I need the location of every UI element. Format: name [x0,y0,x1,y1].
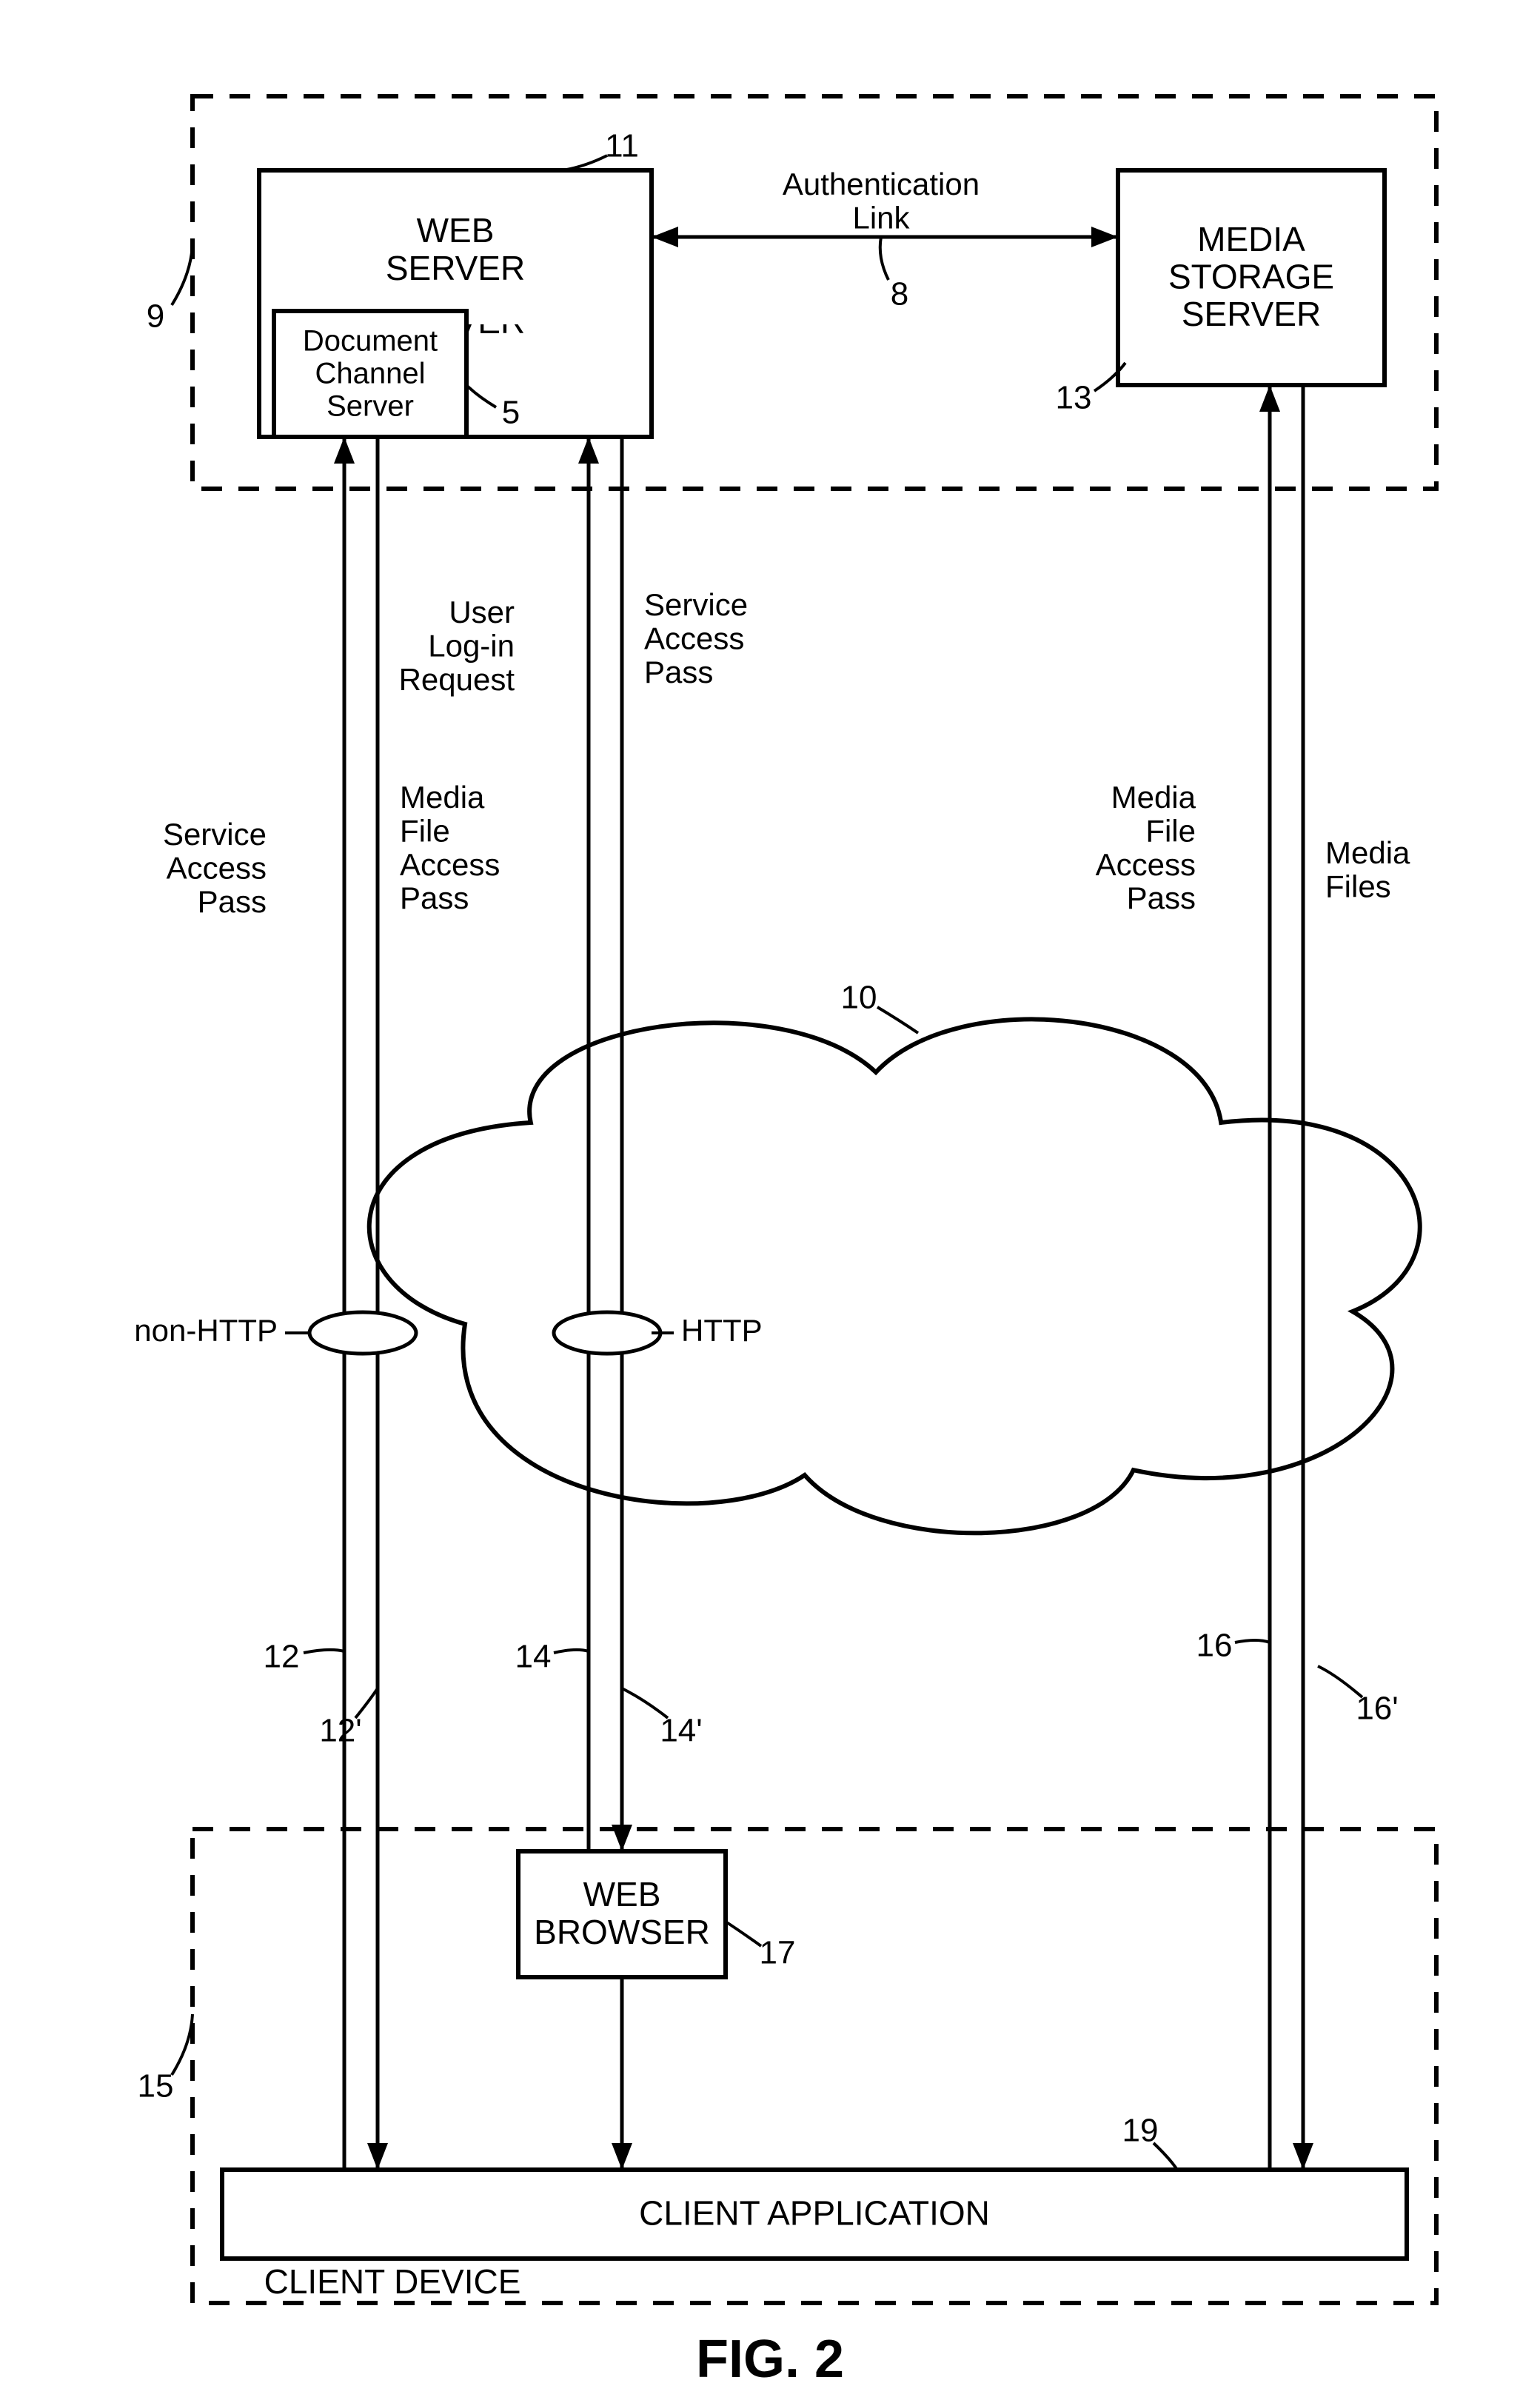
protocol-label: non-HTTP [134,1313,278,1348]
svg-text:Media: Media [1325,835,1410,870]
ref-label: 12 [264,1639,300,1675]
protocol-label: HTTP [681,1313,763,1348]
svg-text:STORAGE: STORAGE [1168,257,1334,295]
media-storage-server-box: MEDIASTORAGESERVER [1118,170,1385,385]
document-channel-server-box: DocumentChannelServer [274,311,466,437]
ref-label: 14' [660,1713,702,1749]
ref-label: 8 [891,276,908,312]
svg-text:Request: Request [399,662,515,697]
internet-cloud [369,1019,1420,1533]
ref-label: 9 [147,298,164,335]
svg-text:Files: Files [1325,869,1391,903]
ref-label: 5 [502,395,520,431]
ref-label: 17 [760,1935,796,1971]
a16p: MediaFiles [1293,385,1410,2170]
a12p: MediaFileAccessPass [367,437,500,2170]
svg-text:BROWSER: BROWSER [534,1913,710,1951]
svg-text:Access: Access [1096,847,1196,882]
non-http-ellipse [309,1312,416,1354]
svg-text:Channel: Channel [315,358,425,390]
svg-text:User: User [449,595,515,629]
svg-text:WEB: WEB [417,211,495,250]
ref-label: 13 [1056,380,1092,416]
a14p: ServiceAccessPass [612,437,748,1851]
svg-text:Pass: Pass [644,655,713,689]
ref-label: 19 [1122,2113,1159,2149]
svg-text:Access: Access [644,621,744,655]
ref-label: 11 [605,128,639,164]
svg-text:CLIENT APPLICATION: CLIENT APPLICATION [639,2193,990,2232]
svg-text:Service: Service [163,817,267,852]
svg-text:WEB: WEB [583,1875,661,1913]
svg-text:Access: Access [167,850,267,885]
svg-text:Access: Access [400,847,500,882]
svg-text:Link: Link [852,200,910,235]
auth-link: AuthenticationLink [652,167,1118,247]
svg-text:SERVER: SERVER [386,249,525,287]
svg-text:Pass: Pass [400,880,469,915]
svg-text:Pass: Pass [1127,880,1196,915]
svg-text:Log-in: Log-in [428,628,515,663]
ref-label: 15 [138,2068,174,2105]
svg-text:SERVER: SERVER [1182,295,1321,333]
svg-text:Document: Document [303,325,438,358]
svg-text:Media: Media [1111,780,1196,815]
http-ellipse [554,1312,660,1354]
a16: MediaFileAccessPass [1096,385,1280,2170]
svg-text:File: File [1145,813,1196,848]
ref-label: 12' [319,1713,361,1749]
svg-text:Server: Server [327,390,414,423]
client-device-label: CLIENT DEVICE [264,2262,521,2301]
figure-title: FIG. 2 [696,2330,844,2389]
ref-label: 14 [515,1639,552,1675]
svg-text:File: File [400,813,450,848]
a12: ServiceAccessPass [163,437,355,2170]
svg-text:Media: Media [400,780,485,815]
ref-label: 16 [1196,1628,1233,1664]
browser-down [612,1977,632,2170]
ref-label: 16' [1356,1691,1398,1727]
svg-text:Service: Service [644,587,748,622]
svg-text:MEDIA: MEDIA [1197,220,1305,258]
a14: UserLog-inRequest [399,437,599,1851]
ref-label: 10 [841,980,877,1016]
web-browser-box: WEBBROWSER [518,1851,726,1977]
client-application-box: CLIENT APPLICATION [222,2170,1407,2259]
svg-text:Pass: Pass [198,884,267,919]
svg-text:Authentication: Authentication [783,167,980,201]
